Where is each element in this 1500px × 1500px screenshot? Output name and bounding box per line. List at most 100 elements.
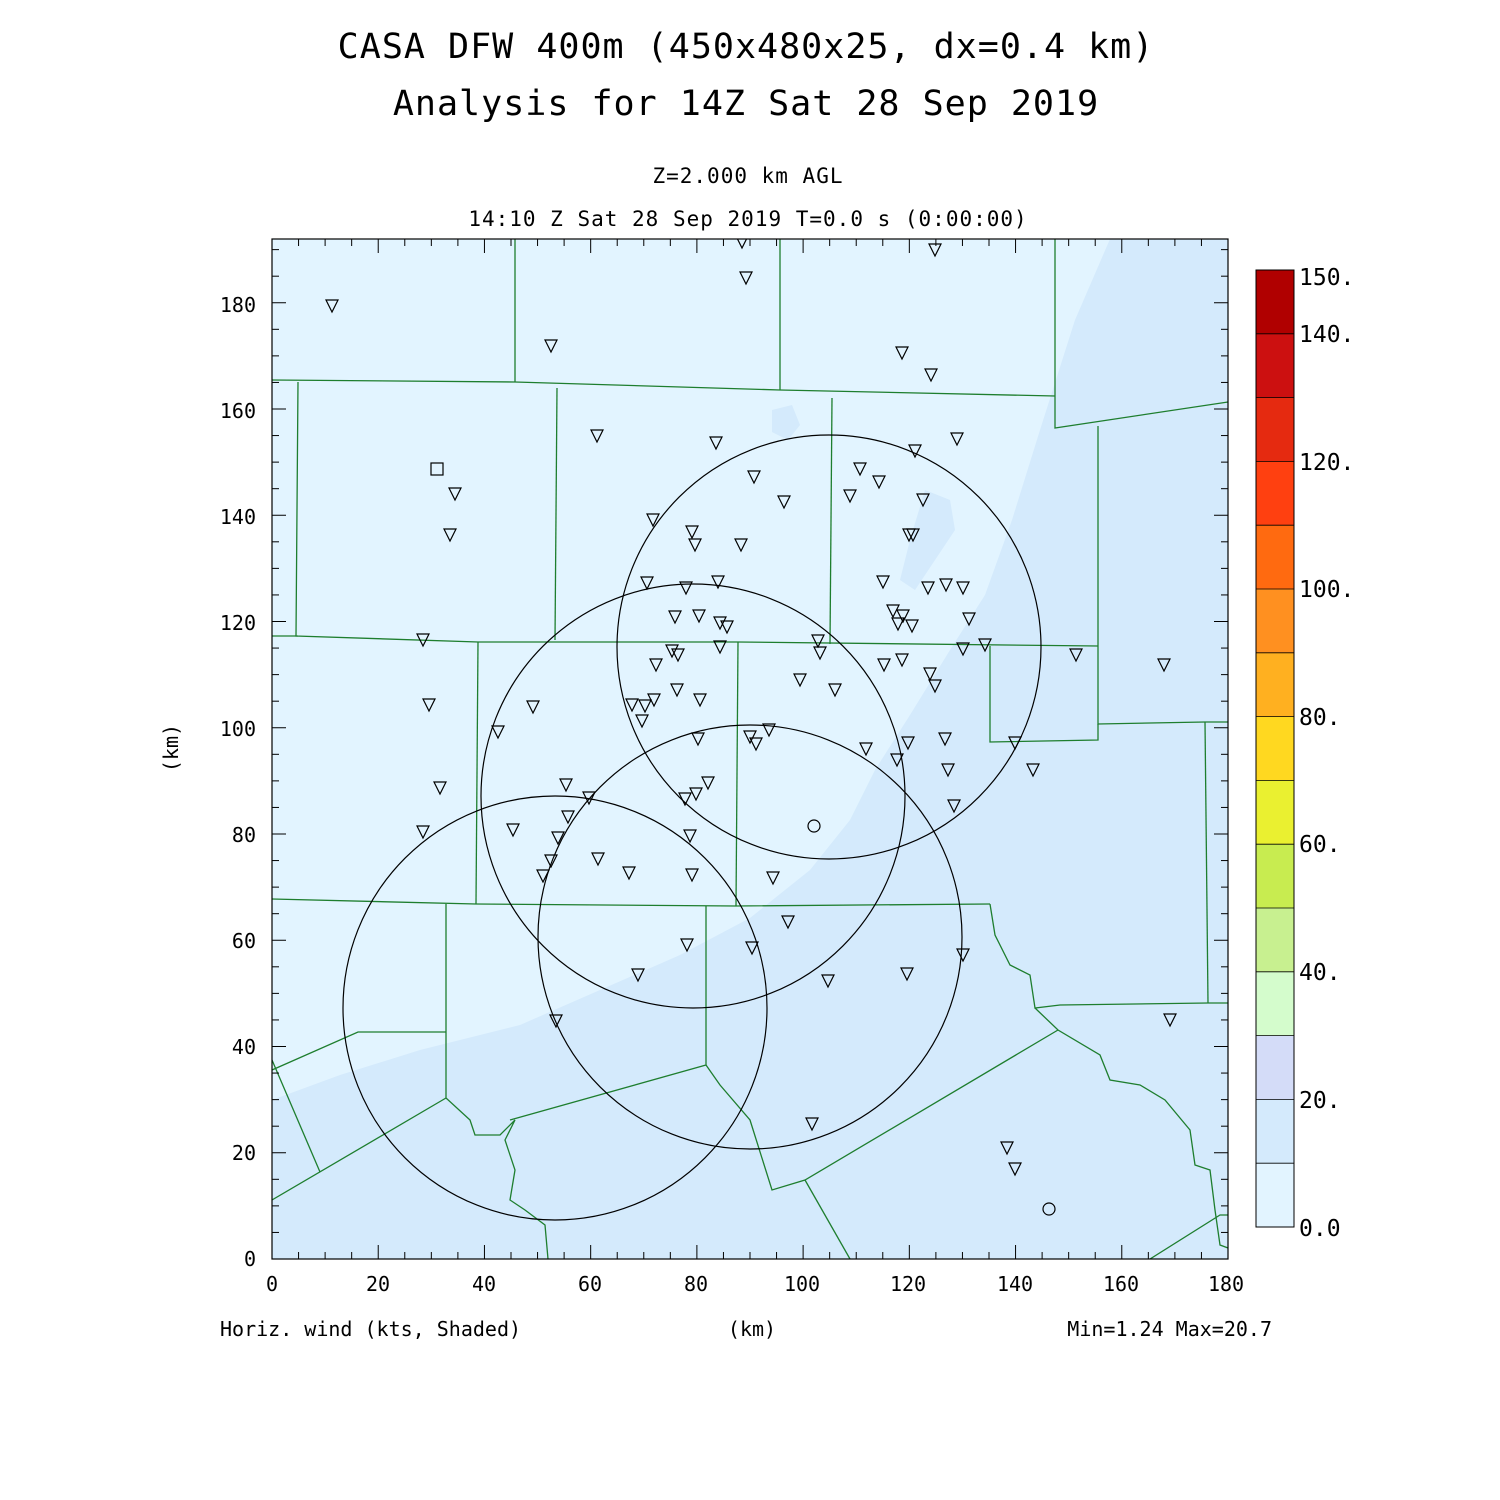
station-triangle-marker <box>638 699 652 714</box>
colorbar-label: 120. <box>1299 450 1354 476</box>
x-tick-label: 180 <box>1208 1272 1244 1296</box>
station-triangle-marker <box>693 693 707 708</box>
colorbar-label: 0.0 <box>1299 1216 1341 1242</box>
station-triangle-marker <box>625 698 639 713</box>
range-ring <box>616 434 1042 860</box>
color-bar-labels: 150. 140. 120. 100. 80. 60. 40. 20. 0.0 <box>1299 265 1354 1242</box>
station-triangle-marker <box>956 642 970 657</box>
station-triangle-marker <box>1026 763 1040 778</box>
x-tick-label: 100 <box>784 1272 820 1296</box>
axis-ticks <box>271 239 1229 1260</box>
station-triangle-marker <box>793 673 807 688</box>
y-tick-label: 180 <box>220 293 256 317</box>
title-line2: Analysis for 14Z Sat 28 Sep 2019 <box>393 84 1099 124</box>
station-triangle-marker <box>938 732 952 747</box>
colorbar-band <box>1256 397 1294 462</box>
station-triangle-marker <box>622 866 636 881</box>
station-triangle-marker <box>916 493 930 508</box>
y-tick-label: 40 <box>232 1035 256 1059</box>
station-triangle-marker <box>962 612 976 627</box>
station-triangle-marker <box>734 538 748 553</box>
colorbar-band <box>1256 461 1294 526</box>
color-bar-frame <box>1255 269 1295 1228</box>
station-triangle-marker <box>544 854 558 869</box>
station-markers <box>325 239 1177 1177</box>
y-tick-label: 140 <box>220 505 256 529</box>
x-tick-label: 0 <box>266 1272 278 1296</box>
station-triangle-marker <box>325 299 339 314</box>
station-triangle-marker <box>647 693 661 708</box>
colorbar-band <box>1256 844 1294 909</box>
station-triangle-marker <box>631 968 645 983</box>
y-tick-label: 160 <box>220 399 256 423</box>
x-tick-label: 20 <box>366 1272 390 1296</box>
station-triangle-marker <box>713 640 727 655</box>
station-triangle-marker <box>671 648 685 663</box>
station-triangle-marker <box>416 825 430 840</box>
station-triangle-marker <box>692 609 706 624</box>
station-triangle-marker <box>685 525 699 540</box>
station-triangle-marker <box>549 1014 563 1029</box>
station-triangle-marker <box>853 462 867 477</box>
station-triangle-marker <box>891 617 905 632</box>
station-triangle-marker <box>683 829 697 844</box>
station-triangle-marker <box>709 436 723 451</box>
station-triangle-marker <box>877 658 891 673</box>
station-triangle-marker <box>649 658 663 673</box>
circle-marker <box>807 819 821 833</box>
y-tick-label: 60 <box>232 929 256 953</box>
square-marker <box>430 462 444 476</box>
station-triangle-marker <box>749 737 763 752</box>
station-triangle-marker <box>745 941 759 956</box>
colorbar-band <box>1256 652 1294 718</box>
colorbar-band <box>1256 971 1294 1037</box>
station-triangle-marker <box>743 730 757 745</box>
station-triangle-marker <box>890 753 904 768</box>
station-triangle-marker <box>701 776 715 791</box>
station-triangle-marker <box>947 799 961 814</box>
x-tick-label: 140 <box>997 1272 1033 1296</box>
colorbar-label: 40. <box>1299 960 1341 986</box>
station-triangle-marker <box>805 1117 819 1132</box>
station-triangle-marker <box>561 810 575 825</box>
station-triangle-marker <box>828 683 842 698</box>
time-label: 14:10 Z Sat 28 Sep 2019 T=0.0 s (0:00:00… <box>468 207 1027 231</box>
station-triangle-marker <box>886 604 900 619</box>
colorbar-label: 20. <box>1299 1088 1341 1114</box>
station-triangle-marker <box>766 871 780 886</box>
station-triangle-marker <box>939 578 953 593</box>
station-triangle-marker <box>813 646 827 661</box>
colorbar-band <box>1256 270 1294 335</box>
colorbar-band <box>1256 525 1294 590</box>
station-triangle-marker <box>668 610 682 625</box>
station-triangle-marker <box>526 700 540 715</box>
station-triangle-marker <box>895 346 909 361</box>
station-triangle-marker <box>924 368 938 383</box>
radar-range-rings <box>342 434 1042 1221</box>
station-triangle-marker <box>928 679 942 694</box>
y-axis-label: (km) <box>159 724 183 772</box>
y-tick-label: 20 <box>232 1141 256 1165</box>
station-triangle-marker <box>422 698 436 713</box>
station-triangle-marker <box>443 528 457 543</box>
station-triangle-marker <box>978 638 992 653</box>
station-triangle-marker <box>720 620 734 635</box>
colorbar-band <box>1256 780 1294 845</box>
station-triangle-marker <box>691 732 705 747</box>
station-triangle-marker <box>665 644 679 659</box>
station-triangle-marker <box>950 432 964 447</box>
colorbar-band <box>1256 1163 1294 1228</box>
station-triangle-marker <box>678 792 692 807</box>
station-triangle-marker <box>747 470 761 485</box>
x-tick-label: 80 <box>684 1272 708 1296</box>
y-tick-label: 0 <box>244 1247 256 1271</box>
station-triangle-marker <box>908 444 922 459</box>
county-boundaries <box>272 239 1228 1259</box>
station-triangle-marker <box>928 243 942 258</box>
station-triangle-marker <box>559 778 573 793</box>
shade-mid-region <box>272 239 1228 1259</box>
station-triangle-marker <box>872 475 886 490</box>
y-tick-label: 120 <box>220 611 256 635</box>
station-triangle-marker <box>582 791 596 806</box>
